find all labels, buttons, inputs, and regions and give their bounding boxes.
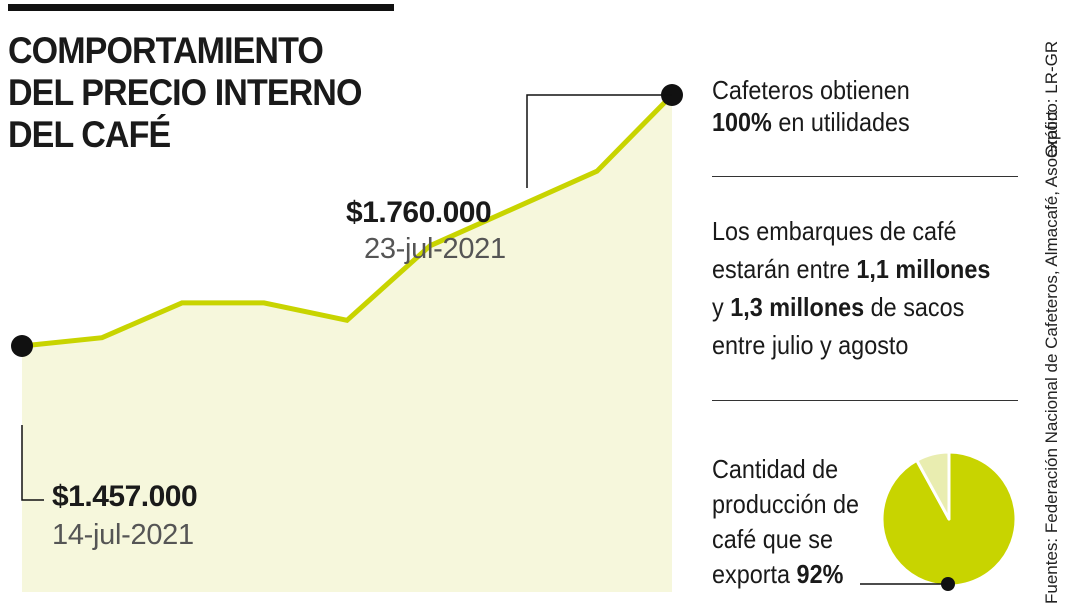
export-note: Cantidad de producción de café que se ex… [712,452,859,592]
shipments-note: Los embarques de café estarán entre 1,1 … [712,212,990,364]
pie-layer [880,450,1018,591]
shipments-line3-rest: de sacos [864,292,965,322]
top-rule [8,4,394,11]
area-layer [11,84,683,592]
area-fill [22,95,672,592]
start-date-label: 14-jul-2021 [52,519,194,551]
divider-2 [712,400,1018,401]
shipments-line4: entre julio y agosto [712,330,909,360]
shipments-line2-bold: 1,1 millones [856,254,991,284]
shipments-line3: y [712,292,731,322]
title-line-3: DEL CAFÉ [8,114,171,155]
divider-1 [712,176,1018,177]
export-line1: Cantidad de [712,454,839,484]
shipments-line3-bold: 1,3 millones [730,292,865,322]
profit-note: Cafeteros obtienen 100% en utilidades [712,74,910,138]
sources-note: Fuentes: Federación Nacional de Cafetero… [1042,110,1061,604]
start-callout-line [21,425,44,501]
profit-note-rest: en utilidades [771,107,910,137]
end-callout-line [526,94,672,188]
pie-slice-rest [915,450,951,521]
chart-title: COMPORTAMIENTO DEL PRECIO INTERNO DEL CA… [8,30,376,156]
start-value-label: $1.457.000 [52,480,198,513]
title-line-2: DEL PRECIO INTERNO [8,72,362,113]
export-line2: producción de [712,489,860,519]
end-value-label: $1.760.000 [346,196,492,229]
price-line [21,93,674,349]
profit-note-line1: Cafeteros obtienen [712,75,910,105]
start-point-marker [11,334,33,357]
end-date-label: 23-jul-2021 [364,233,506,265]
export-line4: exporta [712,559,797,589]
shipments-line2: estarán entre [712,254,857,284]
profit-note-bold: 100% [712,107,772,137]
shipments-line1: Los embarques de café [712,216,957,246]
export-line3: café que se [712,524,833,554]
export-line4-bold: 92% [796,559,844,589]
title-line-1: COMPORTAMIENTO [8,30,324,71]
